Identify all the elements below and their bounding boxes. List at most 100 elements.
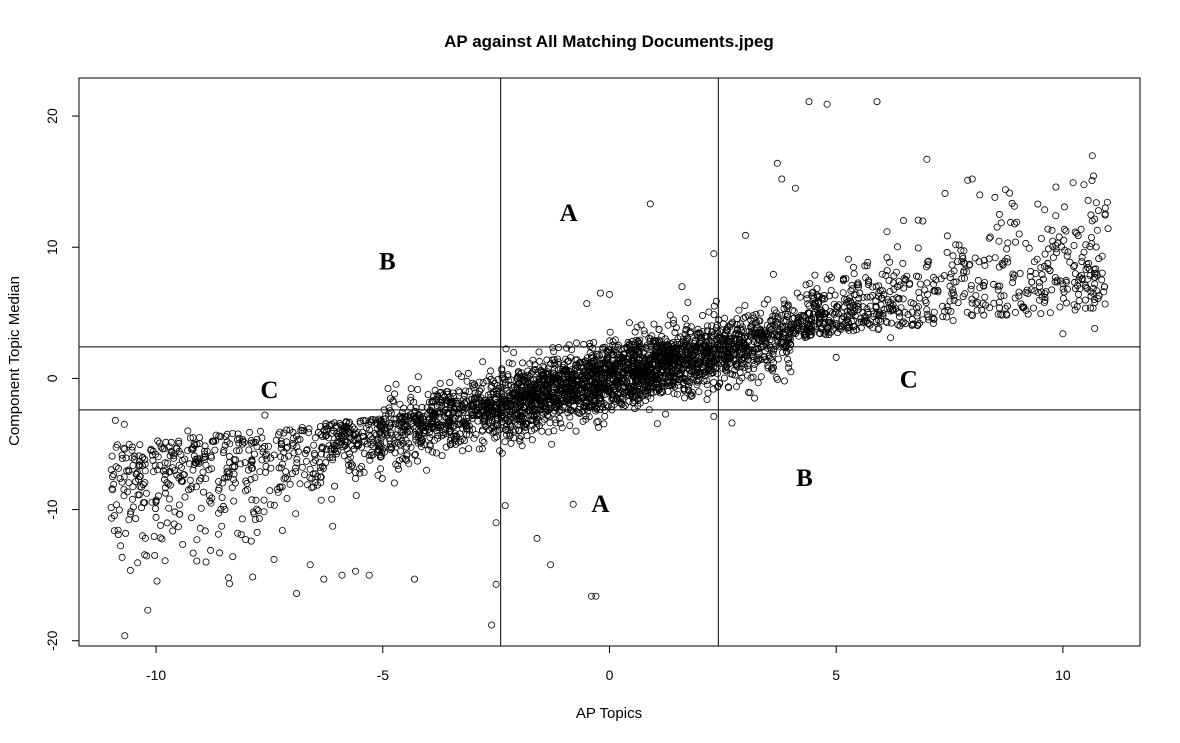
x-tick-label: 0 (606, 667, 614, 683)
data-point (1022, 239, 1030, 247)
data-point (1092, 243, 1100, 251)
data-point (1044, 260, 1052, 268)
data-point (1048, 226, 1056, 234)
data-point (505, 389, 513, 397)
data-point (441, 393, 449, 401)
data-point (840, 295, 848, 303)
data-point (405, 439, 413, 447)
data-point (949, 286, 957, 294)
data-point (753, 358, 761, 366)
data-point (664, 341, 672, 349)
data-point (787, 323, 795, 331)
data-point (293, 443, 301, 451)
data-point (160, 445, 168, 453)
data-point (493, 390, 501, 398)
data-point (834, 310, 842, 318)
data-point (1062, 227, 1070, 235)
data-point (738, 374, 746, 382)
data-point (713, 370, 721, 378)
data-point (530, 412, 538, 420)
data-point (359, 416, 367, 424)
data-point (587, 592, 595, 600)
data-point (1091, 298, 1099, 306)
data-point (1056, 303, 1064, 311)
data-point (886, 287, 894, 295)
data-point (189, 549, 197, 557)
data-point (200, 454, 208, 462)
data-point (602, 379, 610, 387)
data-point (748, 320, 756, 328)
data-point (1070, 241, 1078, 249)
data-point (410, 412, 418, 420)
data-point (164, 459, 172, 467)
data-point (667, 365, 675, 373)
region-label-b: B (796, 465, 813, 492)
data-point (650, 320, 658, 328)
data-point (876, 286, 884, 294)
data-point (551, 395, 559, 403)
data-point (516, 371, 524, 379)
data-point (1070, 263, 1078, 271)
data-point (345, 466, 353, 474)
data-point (710, 378, 718, 386)
data-point (125, 440, 133, 448)
data-point (516, 437, 524, 445)
data-point (120, 492, 128, 500)
data-point (995, 263, 1003, 271)
data-point (527, 387, 535, 395)
data-point (728, 419, 736, 427)
data-point (418, 438, 426, 446)
data-point (460, 437, 468, 445)
data-point (277, 441, 285, 449)
data-point (704, 322, 712, 330)
data-point (248, 456, 256, 464)
data-point (352, 567, 360, 575)
data-point (698, 333, 706, 341)
data-point (759, 331, 767, 339)
data-point (994, 310, 1002, 318)
data-point (539, 362, 547, 370)
data-point (107, 466, 115, 474)
data-point (676, 344, 684, 352)
data-point (728, 334, 736, 342)
data-point (277, 453, 285, 461)
data-point (149, 468, 157, 476)
data-point (850, 322, 858, 330)
data-point (184, 446, 192, 454)
data-point (258, 434, 266, 442)
data-point (1073, 229, 1081, 237)
data-point (890, 272, 898, 280)
data-point (838, 309, 846, 317)
data-point (550, 427, 558, 435)
data-point (1032, 269, 1040, 277)
data-point (209, 437, 217, 445)
data-point (843, 315, 851, 323)
data-point (360, 468, 368, 476)
data-point (873, 98, 881, 106)
data-point (252, 496, 260, 504)
data-point (547, 372, 555, 380)
data-point (842, 275, 850, 283)
data-point (348, 461, 356, 469)
data-point (688, 388, 696, 396)
data-point (156, 461, 164, 469)
data-point (749, 356, 757, 364)
data-point (1003, 302, 1011, 310)
data-point (189, 466, 197, 474)
data-point (1052, 212, 1060, 220)
data-point (378, 431, 386, 439)
data-point (725, 345, 733, 353)
data-point (469, 400, 477, 408)
data-point (670, 344, 678, 352)
data-point (372, 416, 380, 424)
data-point (566, 378, 574, 386)
data-point (1101, 204, 1109, 212)
data-point (863, 262, 871, 270)
data-point (125, 516, 133, 524)
data-point (515, 369, 523, 377)
data-point (412, 430, 420, 438)
data-point (478, 399, 486, 407)
data-point (774, 325, 782, 333)
data-point (245, 446, 253, 454)
data-point (170, 452, 178, 460)
